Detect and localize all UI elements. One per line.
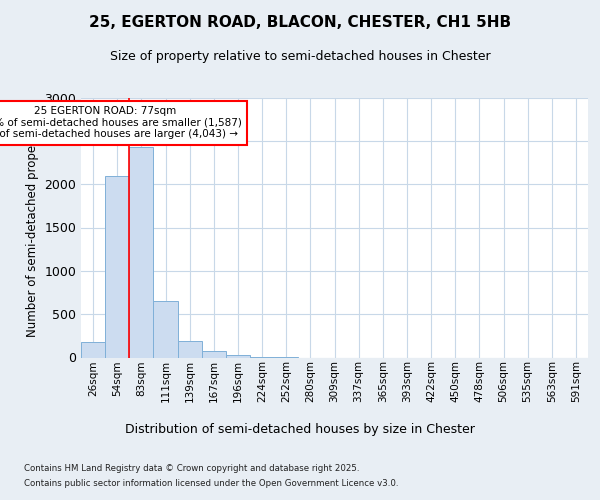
Text: Size of property relative to semi-detached houses in Chester: Size of property relative to semi-detach…: [110, 50, 490, 63]
Text: Distribution of semi-detached houses by size in Chester: Distribution of semi-detached houses by …: [125, 422, 475, 436]
Text: 25 EGERTON ROAD: 77sqm
← 28% of semi-detached houses are smaller (1,587)
71% of : 25 EGERTON ROAD: 77sqm ← 28% of semi-det…: [0, 106, 242, 140]
Bar: [129, 147, 154, 358]
Bar: [154, 301, 178, 358]
Bar: [105, 176, 129, 358]
Bar: [81, 342, 105, 357]
Text: Contains HM Land Registry data © Crown copyright and database right 2025.: Contains HM Land Registry data © Crown c…: [24, 464, 359, 473]
Bar: [250, 356, 274, 358]
Bar: [178, 341, 202, 357]
Text: 25, EGERTON ROAD, BLACON, CHESTER, CH1 5HB: 25, EGERTON ROAD, BLACON, CHESTER, CH1 5…: [89, 15, 511, 30]
Bar: [226, 355, 250, 358]
Text: Contains public sector information licensed under the Open Government Licence v3: Contains public sector information licen…: [24, 479, 398, 488]
Bar: [202, 350, 226, 358]
Y-axis label: Number of semi-detached properties: Number of semi-detached properties: [26, 118, 39, 337]
